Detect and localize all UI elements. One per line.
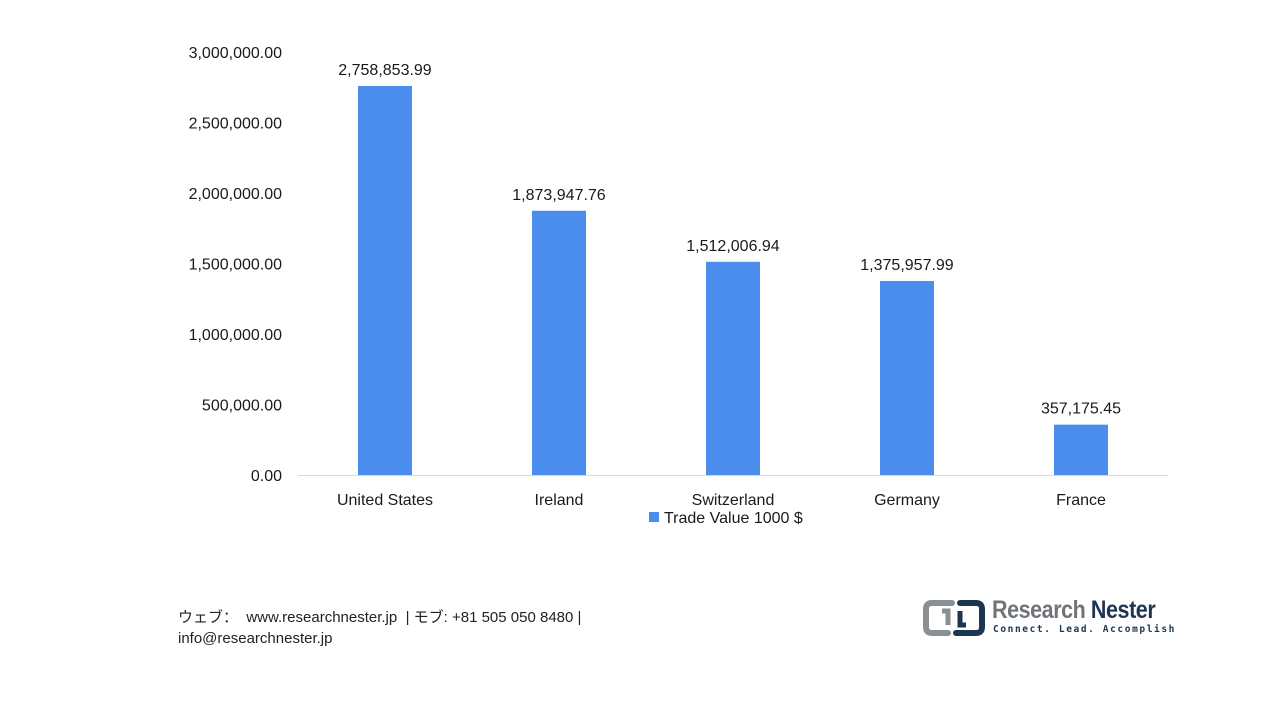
data-label: 1,375,957.99: [860, 257, 954, 274]
logo-word-nester: Nester: [1090, 596, 1156, 624]
logo-word-research: Research: [992, 596, 1086, 624]
logo-wordmark: Research Nester: [992, 596, 1156, 625]
bar-switzerland: [706, 261, 760, 475]
x-tick-label: United States: [337, 492, 433, 509]
data-label: 1,512,006.94: [686, 238, 780, 255]
legend: Trade Value 1000 $: [649, 510, 803, 527]
legend-swatch: [649, 512, 659, 522]
research-nester-logo-icon: [923, 600, 985, 636]
bar-united-states: [358, 86, 412, 475]
y-tick-label: 3,000,000.00: [189, 45, 283, 62]
footer-contact: ウェブ： www.researchnester.jp | モブ: +81 505…: [178, 607, 638, 649]
y-tick-label: 2,000,000.00: [189, 186, 283, 203]
data-label: 357,175.45: [1041, 401, 1121, 418]
x-tick-label: France: [1056, 492, 1106, 509]
x-tick-label: Germany: [874, 492, 940, 509]
y-tick-label: 1,000,000.00: [189, 327, 283, 344]
y-tick-label: 2,500,000.00: [189, 116, 283, 133]
bar-ireland: [532, 210, 586, 475]
contact-email: info@researchnester.jp: [178, 630, 333, 647]
logo-tagline: Connect. Lead. Accomplish: [993, 624, 1176, 635]
data-label: 1,873,947.76: [512, 187, 606, 204]
y-tick-label: 1,500,000.00: [189, 257, 283, 274]
logo: Research Nester Connect. Lead. Accomplis…: [922, 596, 1174, 640]
x-tick-label: Ireland: [535, 492, 584, 509]
bar-france: [1054, 424, 1108, 475]
contact-line: ウェブ： www.researchnester.jp | モブ: +81 505…: [178, 609, 582, 626]
x-tick-label: Switzerland: [692, 492, 775, 509]
y-tick-label: 500,000.00: [202, 398, 282, 415]
x-axis: United States Ireland Switzerland Germany Fr…: [337, 492, 1106, 509]
legend-label: Trade Value 1000 $: [664, 510, 803, 527]
y-tick-label: 0.00: [251, 468, 282, 485]
bars: [358, 86, 1108, 475]
data-labels: 2,758,853.99 1,873,947.76 1,512,006.94 1,37…: [338, 62, 1121, 418]
bar-germany: [880, 280, 934, 475]
data-label: 2,758,853.99: [338, 62, 432, 79]
y-axis: 0.00 500,000.00 1,000,000.00 1,500,000.00 2,…: [189, 45, 283, 485]
